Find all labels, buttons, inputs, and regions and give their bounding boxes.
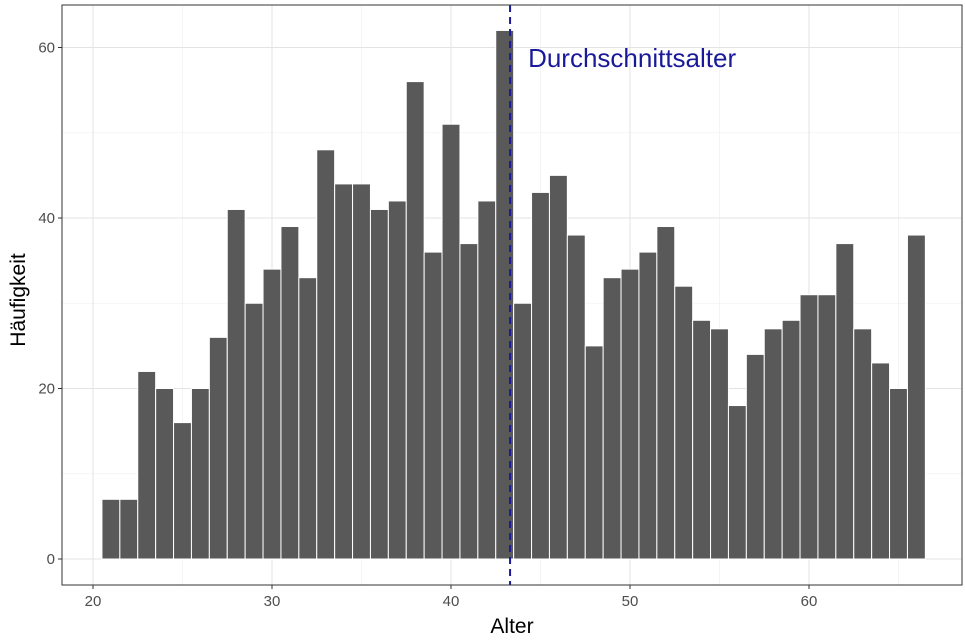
x-tick-label: 20 <box>85 593 102 610</box>
histogram-bar <box>352 183 371 560</box>
histogram-bar <box>477 200 497 560</box>
y-axis-title: Häufigkeit <box>7 253 30 347</box>
histogram-bar <box>584 345 604 560</box>
x-tick-label: 60 <box>801 593 818 610</box>
histogram-bar <box>710 328 729 560</box>
histogram-bar <box>620 268 640 560</box>
x-tick-label: 30 <box>264 593 281 610</box>
x-tick-label: 50 <box>622 593 639 610</box>
histogram-bar <box>280 226 300 560</box>
histogram-bar <box>513 302 533 560</box>
histogram-bar <box>548 174 568 560</box>
x-axis-title: Alter <box>490 615 533 638</box>
histogram-bar <box>727 405 747 560</box>
histogram-bar <box>173 422 192 560</box>
y-tick-label: 0 <box>47 551 55 568</box>
histogram-bar <box>763 328 783 560</box>
histogram-bar <box>674 285 694 560</box>
histogram-bar <box>369 208 389 560</box>
histogram-bar <box>835 243 855 560</box>
histogram-bar <box>459 243 479 560</box>
histogram-bar <box>781 319 801 560</box>
histogram-bar <box>334 183 354 560</box>
histogram-bar <box>799 294 819 560</box>
histogram-bar <box>405 81 425 560</box>
histogram-bar <box>262 268 282 560</box>
histogram-bar <box>298 277 318 560</box>
histogram-bar <box>208 336 228 560</box>
histogram-bar <box>316 149 336 560</box>
histogram-bar <box>387 200 407 560</box>
histogram-bar <box>692 319 712 560</box>
histogram-bar <box>101 498 121 560</box>
plot-border <box>61 4 963 586</box>
histogram-bar <box>638 251 658 560</box>
histogram-bar <box>119 498 139 560</box>
y-tick-label: 60 <box>38 40 55 57</box>
histogram-bar <box>889 388 908 560</box>
mean-label: Durchschnittsalter <box>528 43 736 73</box>
histogram-bar <box>566 234 586 560</box>
histogram-bar <box>656 226 676 560</box>
histogram-bar <box>853 328 873 560</box>
histogram-bar <box>441 123 461 560</box>
histogram-bar <box>190 388 210 560</box>
histogram-bar <box>137 370 157 560</box>
histogram-bar <box>817 294 837 560</box>
bars <box>101 29 926 560</box>
axis-ticks: 20 30 40 50 60 0 20 40 60 <box>38 40 817 611</box>
histogram-bar <box>155 388 175 560</box>
histogram-bar <box>745 353 765 560</box>
histogram-bar <box>244 302 264 560</box>
histogram-bar <box>602 277 622 560</box>
histogram-bar <box>423 251 443 560</box>
histogram-bar <box>871 362 891 560</box>
y-tick-label: 40 <box>38 210 55 227</box>
x-tick-label: 40 <box>443 593 460 610</box>
histogram-bar <box>226 208 246 560</box>
histogram-bar <box>906 234 926 560</box>
y-tick-label: 20 <box>38 381 55 398</box>
histogram-bar <box>531 191 550 560</box>
